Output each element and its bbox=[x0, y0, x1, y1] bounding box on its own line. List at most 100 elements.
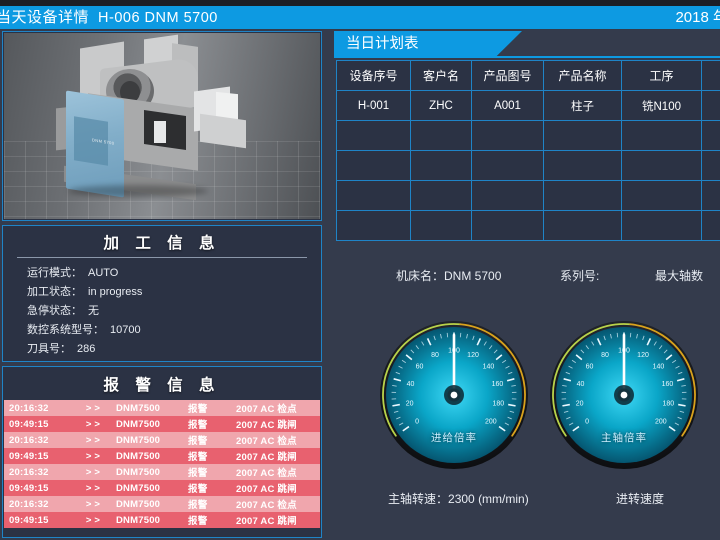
gauge-tick-label: 160 bbox=[662, 381, 674, 388]
alarm-list[interactable]: 20:16:32 > > DNM7500 报警 2007 AC 检点 09:49:15 > … bbox=[4, 400, 320, 528]
alarm-row[interactable]: 20:16:32 > > DNM7500 报警 2007 AC 检点 bbox=[4, 432, 320, 448]
serial-number-label: 系列号: bbox=[560, 269, 600, 283]
gauge-tick-label: 0 bbox=[585, 418, 589, 425]
machining-info-row: 运行模式： AUTO bbox=[27, 264, 307, 283]
table-row[interactable]: H-001 ZHC A001 柱子 铣N100 bbox=[336, 90, 720, 121]
machine-name-field: 机床名：DNM 5700 bbox=[396, 267, 501, 284]
table-row[interactable] bbox=[336, 180, 720, 211]
table-column-header: 产品名称 bbox=[543, 60, 622, 91]
gauge-spindle-override: 020406080100120140160180200 主轴倍率 bbox=[548, 319, 700, 471]
table-cell bbox=[471, 150, 544, 181]
tab-daily-plan[interactable]: 当日计划表 bbox=[334, 31, 522, 57]
title-bar-date: 2018 年 bbox=[675, 9, 720, 26]
page-title: 当天设备详情 bbox=[0, 9, 90, 26]
alarm-time: 09:49:15 bbox=[9, 482, 49, 494]
alarm-type: 报警 bbox=[188, 404, 208, 415]
gauge-spindle-label: 主轴倍率 bbox=[601, 432, 647, 444]
machining-info-panel: 加 工 信 息 运行模式： AUTO 加工状态： in progress 急停状态： 无数… bbox=[2, 225, 322, 362]
gauge-tick-label: 120 bbox=[637, 352, 649, 359]
table-column-header: 工序 bbox=[621, 60, 702, 91]
table-column-header: 客户名 bbox=[410, 60, 472, 91]
table-cell bbox=[621, 210, 702, 241]
table-cell bbox=[701, 180, 720, 211]
table-cell bbox=[410, 180, 472, 211]
machine-view-panel: DNM 5700 bbox=[2, 31, 322, 221]
alarm-time: 09:49:15 bbox=[9, 418, 49, 430]
table-cell bbox=[701, 90, 720, 121]
alarm-arrow-icon: > > bbox=[85, 450, 101, 462]
alarm-type: 报警 bbox=[188, 516, 208, 527]
alarm-info-panel: 报 警 信 息 20:16:32 > > DNM7500 报警 2007 AC 检点 09… bbox=[2, 366, 322, 538]
table-body: H-001 ZHC A001 柱子 铣N100 bbox=[336, 90, 720, 241]
machining-info-divider bbox=[17, 257, 307, 258]
alarm-row[interactable]: 20:16:32 > > DNM7500 报警 2007 AC 检点 bbox=[4, 400, 320, 416]
table-column-header: 设备序号 bbox=[336, 60, 411, 91]
machining-info-label: 运行模式： bbox=[27, 267, 82, 279]
table-cell bbox=[543, 150, 622, 181]
alarm-time: 20:16:32 bbox=[9, 498, 49, 510]
table-cell: ZHC bbox=[410, 90, 472, 121]
table-row[interactable] bbox=[336, 120, 720, 151]
spindle-speed-readout: 主轴转速：2300 (mm/min) bbox=[388, 490, 529, 507]
gauge-tick-label: 60 bbox=[416, 364, 424, 371]
alarm-row[interactable]: 09:49:15 > > DNM7500 报警 2007 AC 跳闸 bbox=[4, 480, 320, 496]
gauge-feed-face: 020406080100120140160180200 bbox=[378, 319, 530, 471]
alarm-device: DNM7500 bbox=[116, 466, 161, 478]
table-cell bbox=[701, 210, 720, 241]
table-cell bbox=[621, 120, 702, 151]
alarm-code: 2007 AC 跳闸 bbox=[236, 452, 297, 463]
alarm-row[interactable]: 20:16:32 > > DNM7500 报警 2007 AC 检点 bbox=[4, 464, 320, 480]
gauge-tick-label: 140 bbox=[653, 364, 665, 371]
table-cell bbox=[543, 210, 622, 241]
alarm-row[interactable]: 20:16:32 > > DNM7500 报警 2007 AC 检点 bbox=[4, 496, 320, 512]
alarm-type: 报警 bbox=[188, 484, 208, 495]
table-header-row: 设备序号 客户名 产品图号 产品名称 工序 bbox=[336, 60, 720, 91]
alarm-type: 报警 bbox=[188, 436, 208, 447]
machine-shadow bbox=[68, 185, 208, 197]
alarm-time: 20:16:32 bbox=[9, 402, 49, 414]
table-cell bbox=[336, 210, 411, 241]
alarm-type: 报警 bbox=[188, 452, 208, 463]
table-cell bbox=[471, 180, 544, 211]
machining-info-row: 数控系统型号： 10700 bbox=[27, 321, 307, 340]
alarm-arrow-icon: > > bbox=[85, 402, 101, 414]
table-cell bbox=[621, 180, 702, 211]
alarm-arrow-icon: > > bbox=[85, 418, 101, 430]
alarm-arrow-icon: > > bbox=[85, 482, 101, 494]
alarm-time: 20:16:32 bbox=[9, 434, 49, 446]
gauge-tick-label: 80 bbox=[601, 352, 609, 359]
table-row[interactable] bbox=[336, 150, 720, 181]
table-cell: 柱子 bbox=[543, 90, 622, 121]
gauge-tick-label: 40 bbox=[577, 381, 585, 388]
gauge-tick-label: 60 bbox=[586, 364, 594, 371]
machine-meta-line: 机床名：DNM 5700 系列号: 最大轴数 bbox=[330, 267, 720, 285]
alarm-arrow-icon: > > bbox=[85, 498, 101, 510]
window-top-strip bbox=[0, 0, 720, 6]
gauge-tick-label: 180 bbox=[492, 400, 504, 407]
table-row[interactable] bbox=[336, 210, 720, 241]
cnc-machine-image: DNM 5700 bbox=[4, 33, 320, 219]
gauge-spindle-face: 020406080100120140160180200 bbox=[548, 319, 700, 471]
gauge-tick-label: 140 bbox=[483, 364, 495, 371]
alarm-row[interactable]: 09:49:15 > > DNM7500 报警 2007 AC 跳闸 bbox=[4, 448, 320, 464]
machining-info-list: 运行模式： AUTO 加工状态： in progress 急停状态： 无数控系统型号： 10… bbox=[27, 264, 307, 359]
alarm-code: 2007 AC 跳闸 bbox=[236, 516, 297, 527]
alarm-row[interactable]: 09:49:15 > > DNM7500 报警 2007 AC 跳闸 bbox=[4, 512, 320, 528]
tab-underline bbox=[334, 56, 720, 58]
spindle-speed-value: 2300 bbox=[448, 492, 475, 506]
alarm-code: 2007 AC 检点 bbox=[236, 500, 297, 511]
alarm-row[interactable]: 09:49:15 > > DNM7500 报警 2007 AC 跳闸 bbox=[4, 416, 320, 432]
gauge-tick-label: 0 bbox=[415, 418, 419, 425]
alarm-code: 2007 AC 检点 bbox=[236, 436, 297, 447]
alarm-arrow-icon: > > bbox=[85, 466, 101, 478]
table-cell bbox=[701, 120, 720, 151]
table-column-header: 产品图号 bbox=[471, 60, 544, 91]
alarm-device: DNM7500 bbox=[116, 434, 161, 446]
machining-info-value: AUTO bbox=[88, 267, 119, 279]
daily-plan-table: 设备序号 客户名 产品图号 产品名称 工序 H-001 ZHC A001 柱子 铣N100 bbox=[336, 60, 720, 241]
gauge-tick-label: 120 bbox=[467, 352, 479, 359]
alarm-type: 报警 bbox=[188, 420, 208, 431]
gauge-svg: 020406080100120140160180200 bbox=[380, 321, 528, 469]
alarm-info-title: 报 警 信 息 bbox=[103, 377, 221, 394]
table-cell bbox=[336, 180, 411, 211]
